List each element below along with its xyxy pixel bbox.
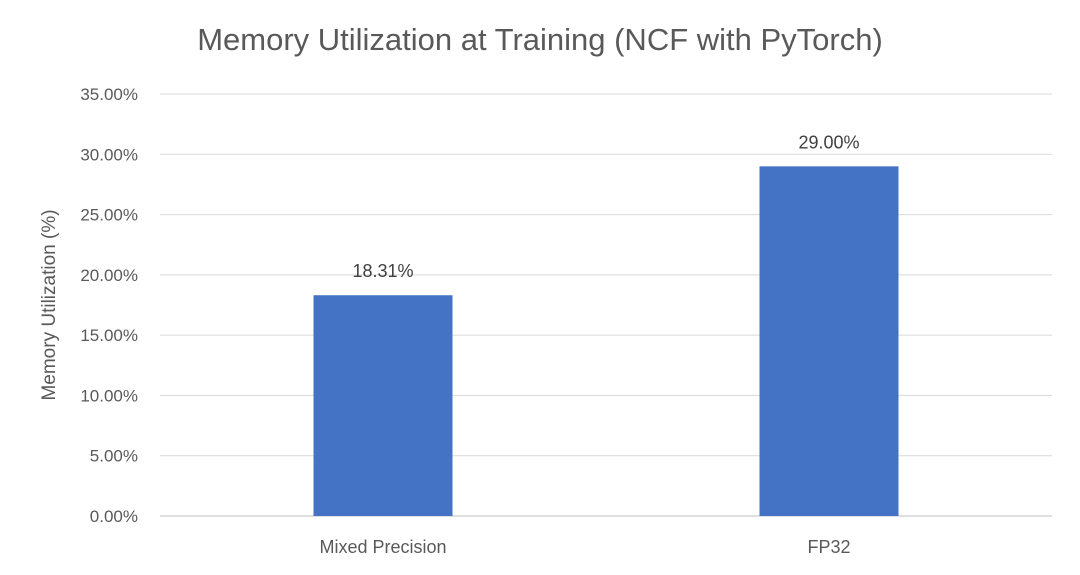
y-tick-label: 5.00% — [90, 447, 138, 466]
bar — [313, 295, 453, 516]
data-label: 18.31% — [352, 261, 413, 281]
y-tick-label: 10.00% — [80, 386, 138, 405]
x-tick-label: Mixed Precision — [319, 537, 446, 557]
y-tick-label: 15.00% — [80, 326, 138, 345]
y-tick-label: 30.00% — [80, 145, 138, 164]
y-tick-label: 35.00% — [80, 85, 138, 104]
bar — [759, 166, 899, 517]
chart-title: Memory Utilization at Training (NCF with… — [197, 22, 883, 57]
y-tick-label: 25.00% — [80, 206, 138, 225]
data-label: 29.00% — [798, 132, 859, 152]
x-tick-label: FP32 — [807, 537, 850, 557]
y-tick-label: 20.00% — [80, 266, 138, 285]
y-tick-label: 0.00% — [90, 507, 138, 526]
